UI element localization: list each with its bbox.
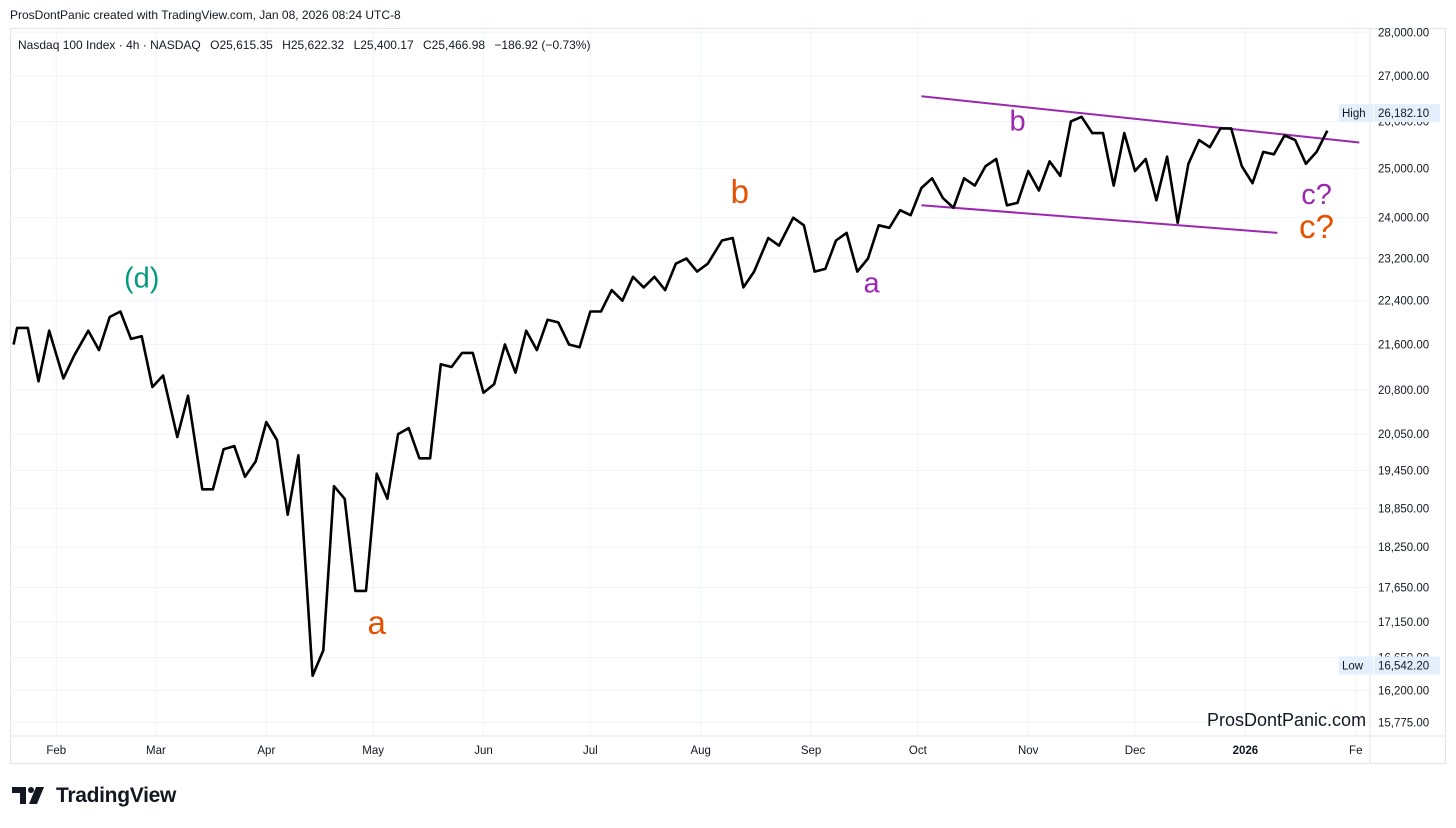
wave-label: b [1009,106,1025,138]
watermark-text: ProsDontPanic.com [1207,710,1367,730]
wave-label: b [731,173,749,210]
y-tick-label: 24,000.00 [1378,213,1429,225]
tradingview-wordmark: TradingView [56,784,177,807]
y-tick-label: 25,000.00 [1378,164,1429,176]
x-tick-label: May [362,745,384,757]
symbol-legend: Nasdaq 100 Index · 4h · NASDAQ O25,615.3… [18,38,596,52]
grid-lines [10,28,1370,736]
y-tick-label: 23,200.00 [1378,254,1429,266]
marker-value-label: 16,542.20 [1378,660,1429,672]
axes: 28,000.0027,000.0026,000.0025,000.0024,0… [10,27,1446,764]
chart-frame [10,28,1446,764]
legend-change: −186.92 (−0.73%) [494,38,591,52]
x-tick-label: Aug [690,745,710,757]
marker-value-label: 26,182.10 [1378,108,1429,120]
marker-tag-bg [1339,104,1373,123]
y-tick-label: 27,000.00 [1378,71,1429,83]
y-tick-label: 18,850.00 [1378,503,1429,515]
wave-label: c? [1299,208,1334,245]
x-tick-label: Jun [474,745,493,757]
channel-trendline[interactable] [921,95,1360,144]
x-tick-label: Apr [257,745,275,757]
channel-trendline[interactable] [921,204,1278,234]
marker-tag-label: High [1342,108,1366,120]
wave-annotations: (d) a b a b c?c? [124,106,1334,641]
x-tick-label: Feb [46,745,66,757]
y-tick-label: 17,150.00 [1378,617,1429,629]
y-tick-label: 28,000.00 [1378,27,1429,39]
tradingview-logo-icon [12,787,44,804]
y-tick-label: 19,450.00 [1378,466,1429,478]
legend-open: O25,615.35 [210,38,273,52]
x-tick-label: Sep [801,745,821,757]
x-tick-label: Jul [583,745,598,757]
x-tick-label: Oct [909,745,928,757]
marker-tag-label: Low [1342,660,1364,672]
price-line[interactable] [12,115,1329,678]
y-tick-label: 21,600.00 [1378,339,1429,351]
x-tick-label: 2026 [1233,745,1259,757]
marker-tag-bg [1339,656,1373,675]
y-tick-label: 17,650.00 [1378,582,1429,594]
wave-label: c? [1301,179,1332,211]
price-markers: High 26,182.10 Low 16,542.20 [1339,104,1440,675]
legend-symbol: Nasdaq 100 Index · 4h · NASDAQ [18,38,201,52]
legend-high: H25,622.32 [282,38,345,52]
wave-label: a [864,268,881,300]
marker-value-bg [1374,104,1440,123]
tradingview-brand[interactable]: TradingView [12,784,176,808]
y-tick-label: 18,250.00 [1378,542,1429,554]
price-series[interactable] [12,115,1329,678]
y-tick-label: 16,200.00 [1378,686,1429,698]
y-tick-label: 20,800.00 [1378,385,1429,397]
x-tick-label: Mar [146,745,166,757]
y-tick-label: 15,775.00 [1378,718,1429,730]
y-tick-label: 20,050.00 [1378,429,1429,441]
legend-close: C25,466.98 [422,38,486,52]
x-tick-label: Dec [1125,745,1146,757]
x-tick-label: Fe [1349,745,1362,757]
y-tick-label: 22,400.00 [1378,296,1429,308]
marker-value-bg [1374,656,1440,675]
legend-low: L25,400.17 [353,38,414,52]
wave-label: (d) [124,262,159,294]
chart-caption: ProsDontPanic created with TradingView.c… [10,8,401,22]
wave-label: a [368,604,387,641]
x-tick-label: Nov [1018,745,1039,757]
